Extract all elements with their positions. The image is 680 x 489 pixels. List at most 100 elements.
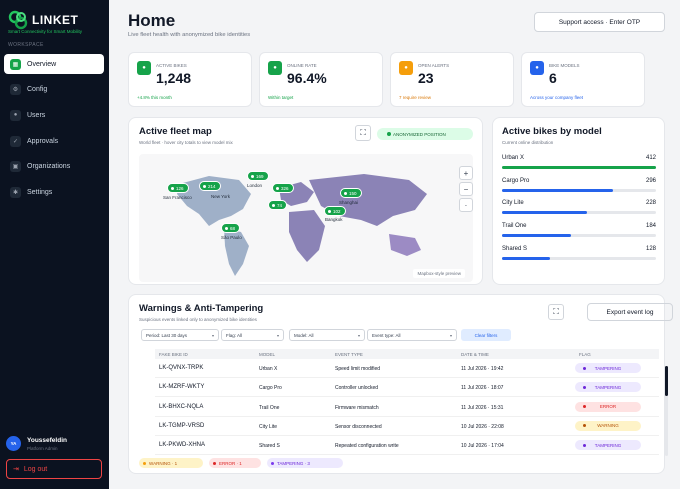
- pin-count: 74: [277, 202, 283, 208]
- table-header: FAKE BIKE ID MODEL EVENT TYPE DATE & TIM…: [155, 349, 659, 359]
- table-row[interactable]: LK-BHXC-NQLA Trail One Firmware mismatch 11…: [155, 398, 659, 417]
- sidebar-item-label: Overview: [27, 60, 57, 68]
- alert-icon: ●: [399, 61, 413, 75]
- zoom-out-button[interactable]: −: [459, 182, 473, 196]
- map-pin[interactable]: 326: [272, 183, 294, 193]
- map-pin[interactable]: 74: [268, 200, 288, 210]
- flag-summary-chip[interactable]: ERROR · 1: [209, 458, 261, 468]
- sidebar-item-config[interactable]: ⚙ Config: [4, 80, 104, 100]
- column-header: FLAG: [579, 352, 591, 357]
- sidebar-item-organizations[interactable]: ▣ Organizations: [4, 157, 104, 177]
- city-label: Shanghai: [339, 200, 359, 205]
- bike-id: LK-PKWD-XHNA: [159, 442, 206, 449]
- world-map[interactable]: 126 214 169 326 74 102 150 68 San Franci…: [139, 154, 473, 282]
- zoom-in-button[interactable]: +: [459, 166, 473, 180]
- city-label: São Paulo: [221, 235, 242, 240]
- kpi-card-online-rate: ● ONLINE RATE 96.4% Within target: [259, 52, 383, 107]
- bar-fill: [502, 256, 550, 260]
- kpi-card-active-bikes: ● ACTIVE BIKES 1,248 +4.8% this month: [128, 52, 252, 107]
- column-header: EVENT TYPE: [335, 352, 363, 357]
- sidebar-item-settings[interactable]: ✱ Settings: [4, 182, 104, 202]
- model-name: Urban X: [502, 155, 525, 161]
- sidebar-item-overview[interactable]: ▦ Overview: [4, 54, 104, 74]
- pin-dot-icon: [344, 191, 347, 195]
- map-pin[interactable]: 214: [199, 181, 221, 191]
- column-header: DATE & TIME: [461, 352, 489, 357]
- config-icon: ⚙: [10, 84, 21, 96]
- anonymized-position-toggle[interactable]: ANONYMIZED POSITION: [377, 128, 473, 140]
- avatar: YA: [6, 436, 21, 451]
- organizations-icon: ▣: [10, 161, 21, 173]
- column-header: FAKE BIKE ID: [159, 352, 188, 357]
- event-type: Firmware mismatch: [335, 404, 379, 411]
- kpi-value: 96.4%: [287, 70, 327, 86]
- event-datetime: 10 Jul 2026 · 22:08: [461, 423, 504, 430]
- bike-model: City Lite: [259, 423, 278, 430]
- city-label: New York: [211, 194, 231, 199]
- logout-icon: ⇥: [13, 466, 19, 473]
- flag-filter[interactable]: Flag: All ▾: [221, 329, 284, 341]
- model-name: Trail One: [502, 223, 527, 230]
- kpi-value: 1,248: [156, 70, 192, 86]
- settings-icon: ✱: [10, 186, 21, 198]
- map-pin[interactable]: 68: [221, 223, 241, 233]
- table-scrollbar-thumb[interactable]: [665, 366, 668, 396]
- kpi-card-open-alerts: ● OPEN ALERTS 23 7 require review: [390, 52, 514, 107]
- workspace-label: WORKSPACE: [8, 42, 44, 48]
- clear-filters-button[interactable]: Clear filters: [461, 329, 511, 341]
- sidebar-item-approvals[interactable]: ✓ Approvals: [4, 131, 104, 151]
- sidebar-item-label: Users: [27, 111, 46, 119]
- event-type: Speed limit modified: [335, 366, 381, 372]
- map-pin[interactable]: 150: [340, 188, 362, 198]
- online-icon: ●: [268, 61, 282, 75]
- pin-dot-icon: [171, 186, 174, 190]
- flag-dot-icon: [271, 461, 274, 465]
- chevron-down-icon: ▾: [357, 332, 360, 338]
- map-pin[interactable]: 126: [167, 183, 189, 193]
- table-scrollbar[interactable]: [665, 366, 668, 456]
- flag-badge: ERROR: [575, 401, 641, 412]
- filter-value: Period: Last 30 days: [146, 332, 188, 338]
- sidebar-item-users[interactable]: ● Users: [4, 105, 104, 125]
- map-pin[interactable]: 102: [324, 206, 346, 216]
- flag-dot-icon: [583, 443, 586, 447]
- model-name: Shared S: [502, 245, 528, 252]
- table-row[interactable]: LK-PKWD-XHNA Shared S Repeated configurati…: [155, 436, 659, 456]
- bikes-by-model-card: Active bikes by model Current online dis…: [492, 117, 665, 285]
- bike-id: LK-QVNX-TRPK: [159, 365, 204, 371]
- fleet-map-card: Active fleet map World fleet · hover cit…: [128, 117, 483, 285]
- user-profile[interactable]: YA Youssefeldin Platform Admin: [6, 436, 67, 451]
- map-subtitle: World fleet · hover city totals to view …: [139, 140, 233, 145]
- table-row[interactable]: LK-QVNX-TRPK Urban X Speed limit modified 1…: [155, 359, 659, 378]
- flag-summary-chip[interactable]: WARNING · 1: [139, 458, 203, 468]
- bike-id: LK-MZRF-WKTY: [159, 384, 205, 391]
- table-row[interactable]: LK-TGMP-VRSD City Lite Sensor disconnected…: [155, 417, 659, 436]
- fullscreen-icon[interactable]: ⛶: [355, 125, 371, 141]
- main-content: Home Live fleet health with anonymized b…: [110, 0, 680, 489]
- model-filter[interactable]: Model: All ▾: [289, 329, 365, 341]
- table-row[interactable]: LK-MZRF-WKTY Cargo Pro Controller unlocked…: [155, 378, 659, 398]
- map-pin[interactable]: 169: [247, 171, 269, 181]
- approvals-icon: ✓: [10, 135, 21, 147]
- kpi-foot: +4.8% this month: [137, 95, 172, 100]
- pin-dot-icon: [328, 209, 331, 213]
- event-type-filter[interactable]: Event type: All ▾: [367, 329, 457, 341]
- anonymized-label: ANONYMIZED POSITION: [393, 131, 446, 137]
- export-event-log-button[interactable]: Export event log: [587, 303, 673, 321]
- event-type: Sensor disconnected: [335, 423, 382, 430]
- kpi-foot: 7 require review: [399, 95, 432, 100]
- zoom-reset-button[interactable]: ·: [459, 198, 473, 212]
- kpi-foot: Within target: [268, 95, 294, 100]
- flag-summary-chip[interactable]: TAMPERING · 3: [267, 458, 343, 468]
- support-access-button[interactable]: Support access · Enter OTP: [534, 12, 665, 32]
- expand-icon[interactable]: ⛶: [548, 304, 564, 320]
- period-filter[interactable]: Period: Last 30 days ▾: [141, 329, 219, 341]
- linket-logo-icon: [8, 10, 28, 30]
- event-datetime: 11 Jul 2026 · 18:07: [461, 385, 504, 392]
- city-label: London: [247, 183, 263, 188]
- logout-button[interactable]: ⇥ Log out: [6, 459, 102, 479]
- flag-badge: TAMPERING: [575, 382, 641, 393]
- warnings-title: Warnings & Anti-Tampering: [139, 303, 264, 314]
- models-title: Active bikes by model: [502, 126, 602, 137]
- page-title: Home: [128, 11, 176, 30]
